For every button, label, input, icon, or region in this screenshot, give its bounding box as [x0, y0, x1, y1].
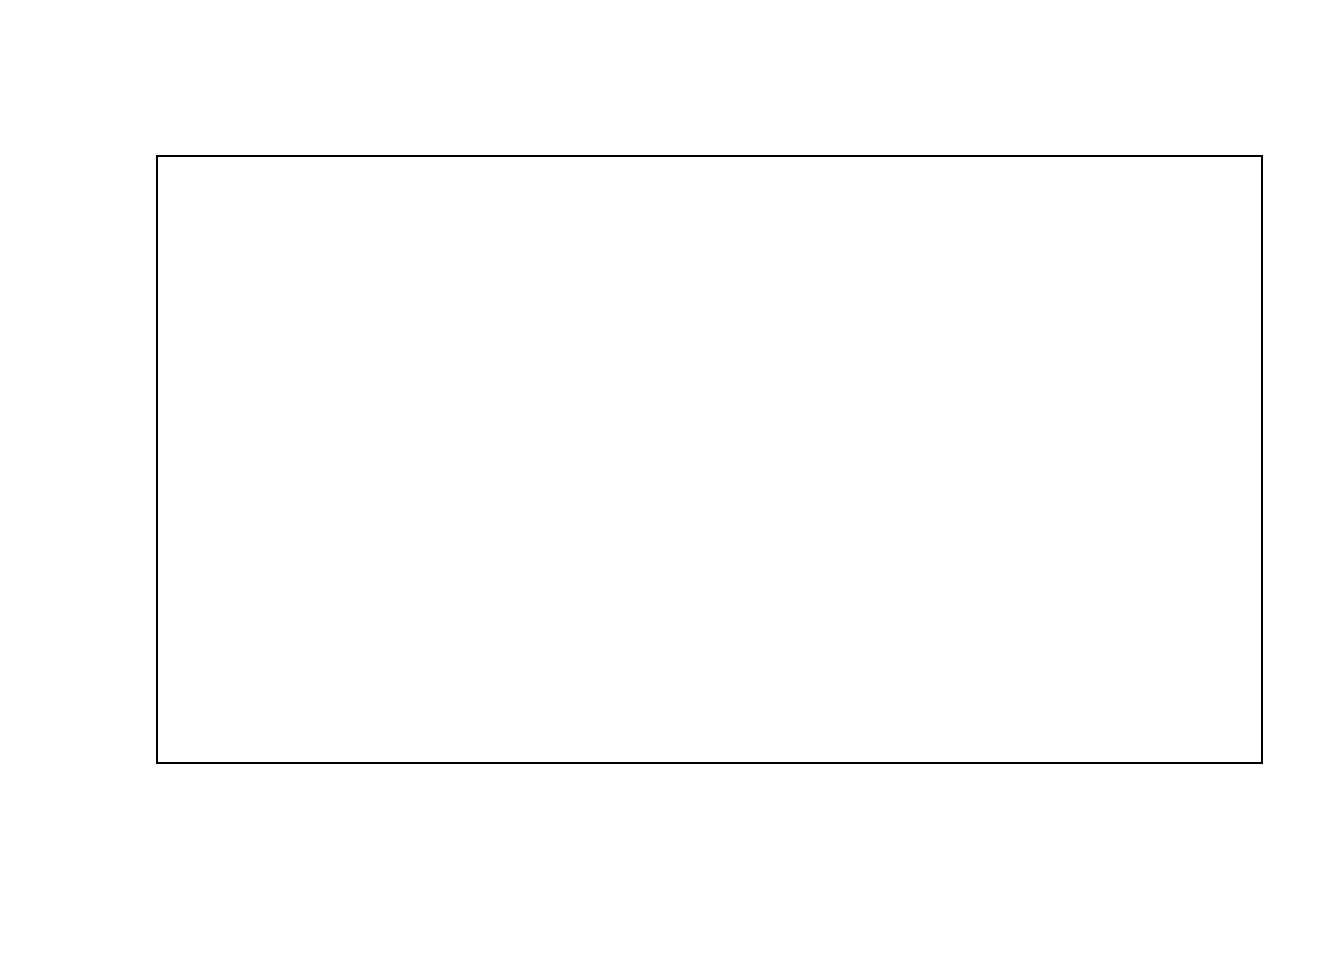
- plot-box: [156, 155, 1263, 764]
